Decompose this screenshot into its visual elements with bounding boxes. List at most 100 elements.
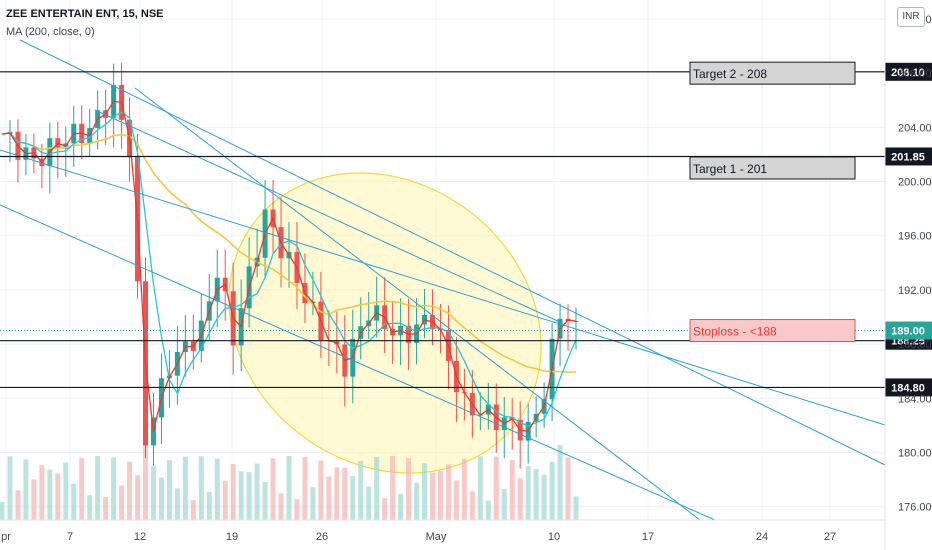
volume-bar bbox=[469, 491, 475, 520]
volume-bar bbox=[366, 486, 372, 520]
indicator-legend[interactable]: MA (200, close, 0) bbox=[6, 26, 95, 38]
price-level-tag bbox=[885, 147, 932, 166]
trendline bbox=[94, 109, 561, 323]
volume-bar bbox=[127, 461, 133, 520]
volume-bar bbox=[358, 460, 364, 520]
x-tick-label: 26 bbox=[316, 531, 328, 543]
annotation-text: Target 2 - 208 bbox=[693, 67, 767, 81]
volume-bar bbox=[31, 479, 37, 520]
volume-bar bbox=[565, 457, 571, 520]
y-tick-label: 204.00 bbox=[898, 122, 932, 134]
y-tick-label: 180.00 bbox=[898, 447, 932, 459]
volume-bar bbox=[342, 467, 348, 520]
trendline bbox=[134, 87, 701, 521]
volume-bar bbox=[246, 472, 252, 520]
volume-bar bbox=[517, 478, 523, 520]
volume-bar bbox=[406, 458, 412, 520]
last-price-label: 189.00 bbox=[891, 326, 925, 338]
last-price-tag bbox=[885, 321, 932, 340]
currency-badge[interactable]: INR bbox=[897, 7, 925, 27]
volume-bar bbox=[310, 487, 316, 520]
volume-bar bbox=[230, 464, 236, 520]
ma-mid-line bbox=[1, 111, 577, 427]
volume-bar bbox=[15, 490, 21, 520]
volume-bar bbox=[374, 457, 380, 520]
volume-bar bbox=[166, 460, 172, 520]
volume-bar bbox=[47, 469, 53, 520]
volume-bar bbox=[150, 466, 156, 520]
annotation-text: Stoploss - <188 bbox=[693, 325, 777, 339]
volume-bar bbox=[174, 488, 180, 520]
volume-bar bbox=[23, 459, 29, 520]
volume-bar bbox=[270, 458, 276, 520]
volume-bar bbox=[557, 444, 563, 520]
volume-bar bbox=[278, 493, 284, 520]
volume-bar bbox=[190, 500, 196, 520]
volume-bar bbox=[254, 463, 260, 520]
x-tick-label: 17 bbox=[642, 531, 654, 543]
volume-bar bbox=[135, 475, 141, 520]
volume-bar bbox=[485, 500, 491, 520]
volume-bar bbox=[111, 457, 117, 520]
volume-bar bbox=[533, 468, 539, 520]
annotation-box bbox=[689, 319, 856, 343]
volume-bar bbox=[158, 477, 164, 520]
volume-bar bbox=[525, 466, 531, 520]
volume-bar bbox=[509, 459, 515, 520]
volume-bar bbox=[7, 456, 13, 520]
volume-bar bbox=[182, 456, 188, 520]
annotation-box bbox=[689, 61, 856, 85]
y-tick-label: 196.00 bbox=[898, 231, 932, 243]
ma-fast-line bbox=[1, 100, 577, 432]
price-level-label: 201.85 bbox=[891, 151, 925, 163]
x-tick-label: May bbox=[426, 531, 447, 543]
volume-bar bbox=[437, 470, 443, 520]
volume-bar bbox=[477, 456, 483, 520]
volume-bar bbox=[414, 482, 420, 520]
volume-bar bbox=[39, 465, 45, 520]
y-tick-label: 208.00 bbox=[898, 68, 932, 80]
volume-bar bbox=[87, 495, 93, 520]
price-level-label: 208.10 bbox=[891, 67, 925, 79]
volume-bar bbox=[95, 456, 101, 520]
symbol-title: ZEE ENTERTAIN ENT, 15, NSE bbox=[6, 8, 164, 20]
volume-bar bbox=[445, 464, 451, 520]
volume-bar bbox=[334, 467, 340, 520]
annotation-box bbox=[689, 156, 856, 180]
y-tick-label: 188.00 bbox=[898, 339, 932, 351]
volume-bar bbox=[501, 489, 507, 520]
volume-bar bbox=[549, 461, 555, 520]
trendline bbox=[0, 149, 886, 426]
x-tick-label: 12 bbox=[134, 531, 146, 543]
price-level-label: 184.80 bbox=[891, 382, 925, 394]
volume-bar bbox=[143, 428, 148, 520]
volume-bar bbox=[453, 480, 459, 520]
annotation-text: Target 1 - 201 bbox=[693, 162, 767, 176]
volume-bar bbox=[206, 492, 212, 520]
x-tick-label: 27 bbox=[824, 531, 836, 543]
y-tick-label: 200.00 bbox=[898, 177, 932, 189]
volume-bar bbox=[119, 485, 125, 520]
y-tick-label: 176.00 bbox=[898, 502, 932, 514]
volume-bar bbox=[238, 471, 244, 520]
volume-bar bbox=[294, 498, 300, 520]
volume-bar bbox=[71, 483, 77, 520]
volume-bar bbox=[541, 474, 547, 520]
volume-bar bbox=[79, 457, 85, 520]
candle-body bbox=[573, 320, 579, 322]
trendline bbox=[0, 204, 716, 521]
volume-bar bbox=[0, 502, 5, 520]
volume-bar bbox=[286, 456, 292, 520]
volume-bar bbox=[390, 456, 396, 520]
volume-bar bbox=[103, 497, 109, 520]
volume-bar bbox=[382, 498, 388, 520]
volume-bar bbox=[63, 462, 69, 520]
volume-bar bbox=[398, 493, 404, 520]
x-tick-label: 7 bbox=[67, 531, 73, 543]
x-tick-label: 10 bbox=[548, 531, 560, 543]
volume-bar bbox=[493, 456, 499, 520]
price-level-tag bbox=[885, 62, 932, 81]
volume-bar bbox=[302, 456, 308, 520]
